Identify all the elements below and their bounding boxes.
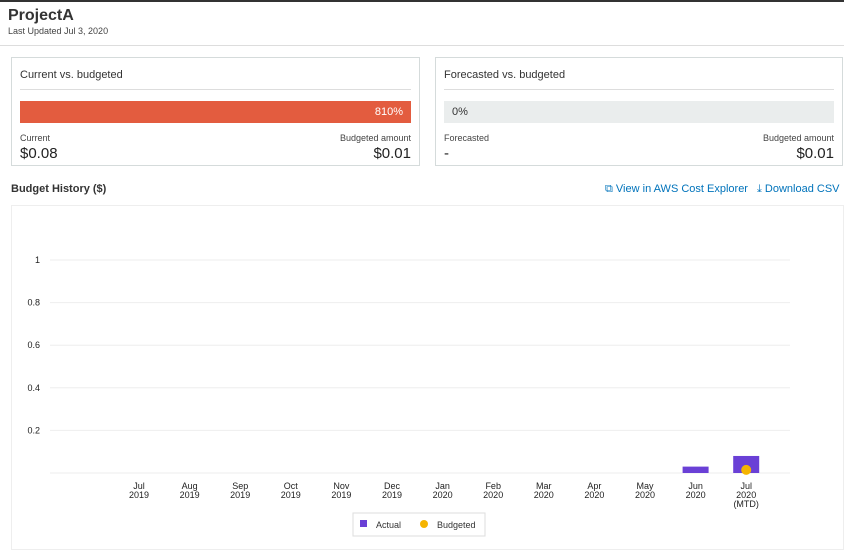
x-tick-label: 2020: [686, 490, 706, 500]
current-value: $0.08: [20, 145, 58, 162]
link-label: View in AWS Cost Explorer: [615, 183, 748, 195]
legend-box: [352, 512, 486, 537]
x-tick-label: Jul: [133, 481, 145, 491]
view-cost-explorer-link[interactable]: ⧉ View in AWS Cost Explorer: [605, 183, 748, 196]
x-tick-label: May: [636, 481, 654, 491]
actual-bar: [733, 455, 760, 473]
forecasted-label: Forecasted: [444, 133, 490, 143]
x-tick-label: Oct: [284, 481, 299, 491]
budgeted-point: [741, 464, 752, 475]
progress-label: 810%: [374, 106, 403, 118]
x-tick-label: Jul: [740, 481, 752, 491]
y-tick-label: 0.2: [27, 425, 40, 435]
legend-budgeted-label: Budgeted: [437, 520, 476, 530]
y-tick-label: 0.8: [27, 298, 40, 308]
budgeted-value: $0.01: [796, 145, 834, 162]
x-tick-label: Nov: [333, 481, 350, 491]
y-tick-label: 1: [35, 255, 40, 265]
x-tick-label: Jun: [688, 481, 703, 491]
page-title: ProjectA: [8, 7, 74, 24]
card-title: Forecasted vs. budgeted: [444, 69, 566, 81]
divider: [0, 45, 844, 46]
x-tick-label: Feb: [485, 481, 501, 491]
progress-label: 0%: [452, 106, 468, 118]
divider: [20, 89, 411, 90]
x-tick-label: Dec: [384, 481, 401, 491]
last-updated: Last Updated Jul 3, 2020: [8, 26, 109, 36]
x-tick-label: 2019: [180, 490, 200, 500]
x-tick-label: 2020: [635, 490, 655, 500]
forecasted-vs-budgeted-card: Forecasted vs. budgeted 0% Forecasted - …: [435, 57, 843, 166]
legend-actual-swatch: [360, 520, 367, 527]
x-tick-label: Apr: [587, 481, 601, 491]
legend-budgeted-swatch: [420, 520, 428, 528]
download-icon: ⤓: [757, 183, 765, 195]
budgeted-label: Budgeted amount: [339, 133, 411, 143]
x-tick-label: 2019: [230, 490, 250, 500]
x-tick-label: (MTD): [733, 499, 759, 509]
progress-fill: [20, 101, 411, 123]
x-tick-label: 2019: [281, 490, 301, 500]
y-tick-label: 0.6: [27, 340, 40, 350]
x-tick-label: Mar: [536, 481, 552, 491]
x-tick-label: Aug: [182, 481, 198, 491]
external-link-icon: ⧉: [605, 183, 616, 195]
budgeted-value: $0.01: [373, 145, 411, 162]
x-tick-label: 2020: [534, 490, 554, 500]
current-label: Current: [20, 133, 51, 143]
current-vs-budgeted-card: Current vs. budgeted 810% Current $0.08 …: [11, 57, 420, 166]
x-tick-label: Sep: [232, 481, 248, 491]
x-tick-label: 2020: [483, 490, 503, 500]
progress-bar: 810%: [20, 101, 411, 123]
legend-actual-label: Actual: [376, 520, 401, 530]
link-label: Download CSV: [764, 183, 840, 195]
actual-bar: [682, 466, 709, 473]
x-tick-label: 2020: [736, 490, 756, 500]
x-tick-label: 2019: [382, 490, 402, 500]
forecasted-value: -: [444, 145, 449, 162]
budgeted-label: Budgeted amount: [762, 133, 834, 143]
x-tick-label: 2019: [331, 490, 351, 500]
top-border: [0, 0, 844, 2]
budget-history-title: Budget History ($): [11, 183, 107, 195]
x-tick-label: Jan: [435, 481, 450, 491]
x-tick-label: 2020: [433, 490, 453, 500]
progress-bar: 0%: [444, 101, 834, 123]
x-tick-label: 2020: [584, 490, 604, 500]
x-tick-label: 2019: [129, 490, 149, 500]
card-title: Current vs. budgeted: [20, 69, 123, 81]
y-tick-label: 0.4: [27, 383, 40, 393]
download-csv-link[interactable]: ⤓ Download CSV: [757, 183, 840, 196]
divider: [444, 89, 834, 90]
